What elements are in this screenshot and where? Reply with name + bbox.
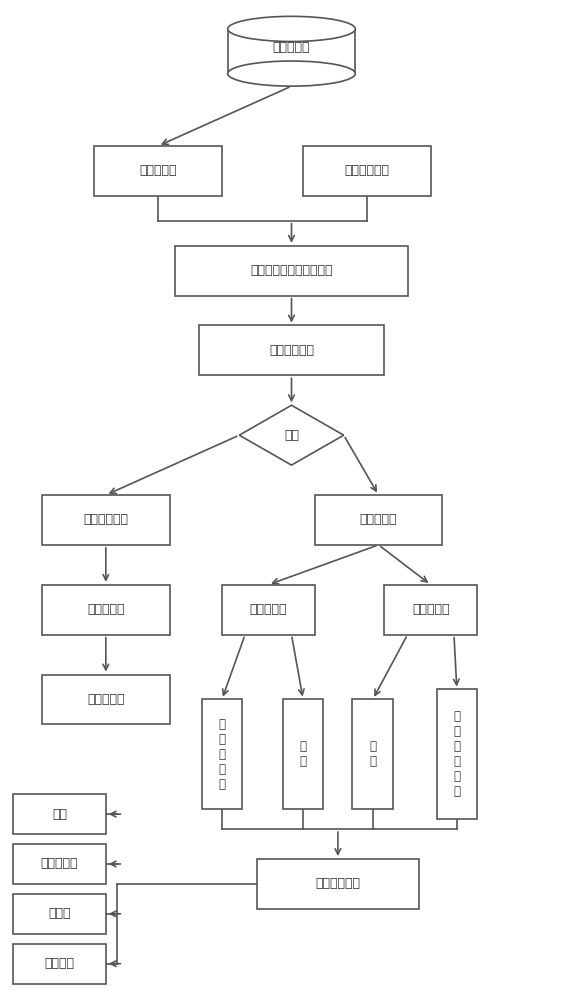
- Text: 关联数据更新: 关联数据更新: [315, 877, 360, 890]
- FancyBboxPatch shape: [13, 844, 106, 884]
- Ellipse shape: [228, 16, 355, 41]
- FancyBboxPatch shape: [94, 146, 222, 196]
- Ellipse shape: [228, 61, 355, 86]
- FancyBboxPatch shape: [42, 675, 170, 724]
- FancyBboxPatch shape: [303, 146, 431, 196]
- Text: 图形制图综合: 图形制图综合: [269, 344, 314, 357]
- Text: 预分层数据: 预分层数据: [273, 41, 310, 54]
- FancyBboxPatch shape: [257, 859, 419, 909]
- Text: 多个地层区: 多个地层区: [412, 603, 449, 616]
- FancyBboxPatch shape: [13, 944, 106, 984]
- Text: 测井解释结果: 测井解释结果: [345, 164, 389, 177]
- FancyBboxPatch shape: [384, 585, 477, 635]
- FancyBboxPatch shape: [315, 495, 442, 545]
- Text: 地层区综合: 地层区综合: [360, 513, 397, 526]
- Text: 测井曲线综合: 测井曲线综合: [83, 513, 128, 526]
- Text: 边
界
联
合
调
整: 边 界 联 合 调 整: [454, 710, 461, 798]
- FancyBboxPatch shape: [283, 699, 324, 809]
- Text: 柱状图草图: 柱状图草图: [139, 164, 177, 177]
- FancyBboxPatch shape: [222, 585, 315, 635]
- FancyBboxPatch shape: [175, 246, 408, 296]
- Text: 单个地层区: 单个地层区: [250, 603, 287, 616]
- Text: 厚度: 厚度: [52, 808, 67, 821]
- FancyBboxPatch shape: [228, 29, 355, 74]
- FancyBboxPatch shape: [352, 699, 393, 809]
- Text: 组成: 组成: [284, 429, 299, 442]
- Text: 采取率: 采取率: [48, 907, 71, 920]
- Text: 岩矿心长度: 岩矿心长度: [41, 857, 78, 870]
- Text: 选取任意段: 选取任意段: [87, 603, 125, 616]
- FancyBboxPatch shape: [437, 689, 477, 819]
- Text: 拆
分: 拆 分: [300, 740, 307, 768]
- Text: 区
边
界
调
整: 区 边 界 调 整: [219, 718, 226, 791]
- FancyBboxPatch shape: [42, 495, 170, 545]
- FancyBboxPatch shape: [202, 699, 242, 809]
- Text: 合
并: 合 并: [369, 740, 376, 768]
- Polygon shape: [239, 405, 344, 465]
- Text: 换层深度: 换层深度: [44, 957, 75, 970]
- FancyBboxPatch shape: [13, 894, 106, 934]
- Text: 数据制图综合（地层区）: 数据制图综合（地层区）: [250, 264, 333, 277]
- Text: 变换比例尺: 变换比例尺: [87, 693, 125, 706]
- FancyBboxPatch shape: [199, 325, 384, 375]
- FancyBboxPatch shape: [42, 585, 170, 635]
- FancyBboxPatch shape: [13, 794, 106, 834]
